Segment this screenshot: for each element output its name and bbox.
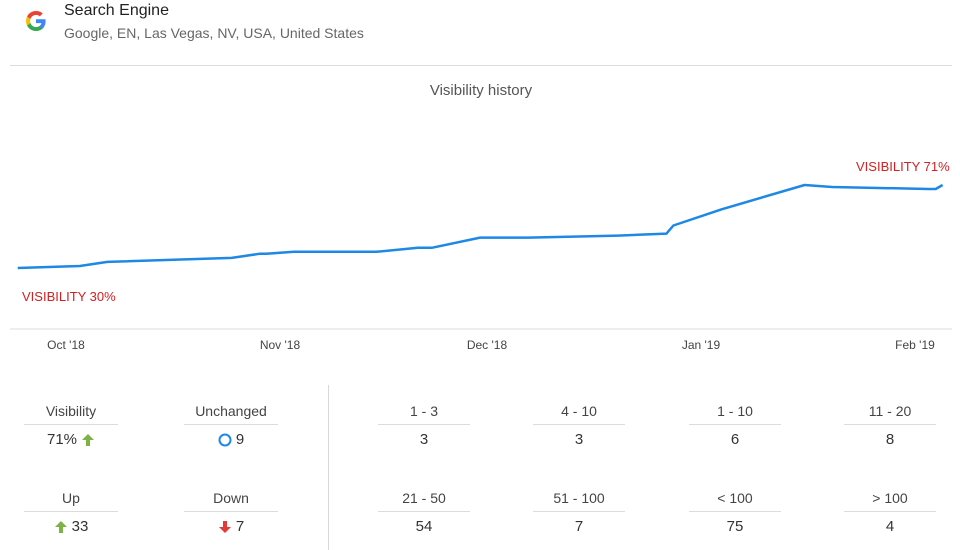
circle-icon	[218, 433, 232, 447]
range-value: 54	[415, 518, 433, 535]
unchanged-stat-label: Unchanged	[184, 398, 278, 425]
down-stat: Down 7	[184, 485, 278, 542]
up-stat-label: Up	[24, 485, 118, 512]
range-label: 1 - 10	[689, 398, 781, 425]
x-tick-label: Oct '18	[47, 338, 85, 352]
range-value: 8	[885, 431, 895, 448]
range-stat-1-10: 1 - 10 6	[689, 398, 781, 455]
x-tick-label: Nov '18	[260, 338, 301, 352]
unchanged-stat: Unchanged 9	[184, 398, 278, 455]
up-stat: Up 33	[24, 485, 118, 542]
arrow-up-icon	[54, 521, 67, 533]
range-value: 75	[726, 518, 744, 535]
range-label: 51 - 100	[533, 485, 625, 512]
range-value: 3	[574, 431, 584, 448]
visibility-stat-label: Visibility	[24, 398, 118, 425]
range-label: 4 - 10	[533, 398, 625, 425]
unchanged-stat-value: 9	[235, 431, 245, 448]
range-value: 4	[885, 518, 895, 535]
range-label: < 100	[689, 485, 781, 512]
up-stat-value: 33	[71, 518, 89, 535]
x-tick-label: Feb '19	[895, 338, 935, 352]
visibility-stat: Visibility 71%	[24, 398, 118, 455]
header-divider	[10, 65, 952, 66]
visibility-start-label: VISIBILITY 30%	[22, 289, 116, 304]
range-value: 7	[574, 518, 584, 535]
chart-title: Visibility history	[429, 82, 533, 99]
page-title: Search Engine	[64, 2, 169, 19]
visibility-series-line	[17, 183, 944, 270]
visibility-stat-value: 71%	[46, 431, 78, 448]
arrow-up-icon	[82, 434, 95, 446]
stats-divider	[328, 385, 329, 550]
x-tick-label: Dec '18	[467, 338, 508, 352]
range-label: 11 - 20	[844, 398, 936, 425]
range-label: 21 - 50	[378, 485, 470, 512]
range-stat-4-10: 4 - 10 3	[533, 398, 625, 455]
down-stat-value: 7	[235, 518, 245, 535]
range-value: 6	[730, 431, 740, 448]
range-stat-1-3: 1 - 3 3	[378, 398, 470, 455]
range-stat-21-50: 21 - 50 54	[378, 485, 470, 542]
search-engine-header: Search Engine Google, EN, Las Vegas, NV,…	[0, 0, 960, 66]
range-label: 1 - 3	[378, 398, 470, 425]
range-label: > 100	[844, 485, 936, 512]
search-engine-details: Google, EN, Las Vegas, NV, USA, United S…	[64, 25, 364, 41]
range-value: 3	[419, 431, 429, 448]
arrow-down-icon	[218, 521, 231, 533]
google-logo-icon	[26, 11, 46, 31]
visibility-end-label: VISIBILITY 71%	[856, 159, 950, 174]
down-stat-label: Down	[184, 485, 278, 512]
range-stat-over-100: > 100 4	[844, 485, 936, 542]
range-stat-11-20: 11 - 20 8	[844, 398, 936, 455]
x-tick-label: Jan '19	[682, 338, 721, 352]
range-stat-51-100: 51 - 100 7	[533, 485, 625, 542]
visibility-history-chart: Oct '18 Nov '18 Dec '18 Jan '19 Feb '19	[10, 183, 952, 352]
range-stat-under-100: < 100 75	[689, 485, 781, 542]
